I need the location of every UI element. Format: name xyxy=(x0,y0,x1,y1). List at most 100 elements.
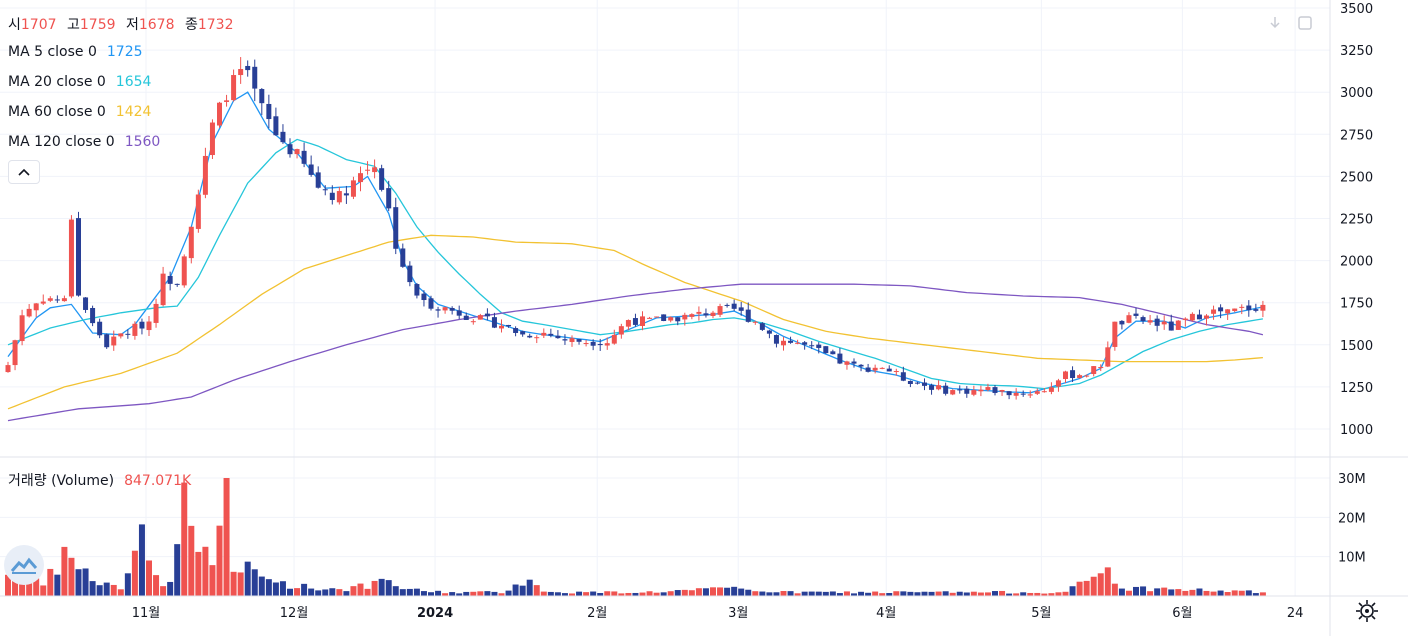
volume-bar xyxy=(406,588,413,596)
volume-bar xyxy=(829,591,836,596)
volume-bar xyxy=(1027,592,1034,596)
volume-bar xyxy=(738,588,745,596)
volume-bar xyxy=(364,588,371,596)
volume-bars xyxy=(5,478,1266,596)
candle-body xyxy=(329,192,335,200)
candle-body xyxy=(54,299,60,301)
volume-bar xyxy=(921,591,928,596)
candle-body xyxy=(632,318,638,325)
volume-bar xyxy=(625,592,632,596)
candle-body xyxy=(1070,370,1076,379)
candle-body xyxy=(527,335,533,338)
candle-body xyxy=(343,193,349,196)
ma120-legend[interactable]: MA 120 close 0 1560 xyxy=(8,134,160,150)
candle-body xyxy=(1253,309,1259,311)
price-candles xyxy=(5,57,1266,400)
candle-body xyxy=(1098,367,1104,369)
volume-bar xyxy=(272,582,279,596)
ma120-value: 1560 xyxy=(124,134,161,150)
volume-bar xyxy=(526,579,533,596)
volume-bar xyxy=(1203,590,1210,596)
volume-bar xyxy=(1118,588,1125,596)
candle-body xyxy=(301,150,307,164)
volume-bar xyxy=(265,579,272,596)
candle-body xyxy=(104,334,110,348)
volume-bar xyxy=(146,560,152,596)
candle-body xyxy=(971,390,977,395)
ma20-legend[interactable]: MA 20 close 0 1654 xyxy=(8,74,151,90)
candle-body xyxy=(1246,305,1252,311)
candle-body xyxy=(1189,313,1195,321)
gear-icon[interactable] xyxy=(1354,598,1380,624)
volume-bar xyxy=(138,524,145,596)
ma-line xyxy=(7,283,1264,422)
candle-body xyxy=(914,382,920,384)
candle-body xyxy=(992,387,998,393)
candle-body xyxy=(654,316,660,318)
volume-label: 거래량 (Volume) xyxy=(8,473,115,489)
download-button[interactable] xyxy=(1264,12,1286,34)
candle-body xyxy=(491,317,497,328)
volume-bar xyxy=(308,588,315,596)
volume-bar xyxy=(942,591,949,596)
volume-bar xyxy=(442,593,449,596)
volume-bar xyxy=(75,569,82,596)
price-tick-label: 2750 xyxy=(1340,128,1373,143)
ma120-label: MA 120 close 0 xyxy=(8,134,115,150)
volume-bar xyxy=(237,572,244,596)
candle-body xyxy=(985,387,991,390)
volume-bar xyxy=(1147,591,1154,596)
volume-bar xyxy=(287,588,293,596)
candle-body xyxy=(90,307,96,324)
volume-bar xyxy=(554,592,561,596)
candle-body xyxy=(47,298,53,301)
candle-body xyxy=(1006,391,1012,396)
candle-body xyxy=(499,325,504,329)
volume-bar xyxy=(999,590,1006,596)
candle-body xyxy=(463,315,469,320)
candle-body xyxy=(618,326,624,335)
candle-body xyxy=(717,306,723,315)
volume-bar xyxy=(258,576,265,596)
volume-bar xyxy=(583,592,590,596)
candle-body xyxy=(1027,394,1033,396)
candle-body xyxy=(809,345,815,347)
candle-body xyxy=(781,340,786,346)
candle-body xyxy=(950,390,956,395)
open-label: 시 xyxy=(8,17,21,33)
candle-body xyxy=(1105,347,1111,367)
collapse-legend-button[interactable] xyxy=(8,160,40,184)
ma5-label: MA 5 close 0 xyxy=(8,44,97,60)
volume-bar xyxy=(561,593,568,596)
ma60-legend[interactable]: MA 60 close 0 1424 xyxy=(8,104,151,120)
volume-bar xyxy=(1154,588,1161,596)
volume-bar xyxy=(731,586,738,596)
candle-body xyxy=(1055,380,1061,387)
volume-bar xyxy=(702,588,709,596)
candle-body xyxy=(1260,304,1266,311)
download-icon xyxy=(1270,17,1280,29)
volume-bar xyxy=(822,591,829,596)
candle-body xyxy=(1239,306,1245,308)
candle-body xyxy=(597,343,603,346)
candle-body xyxy=(308,164,314,175)
ma5-legend[interactable]: MA 5 close 0 1725 xyxy=(8,44,143,60)
volume-bar xyxy=(674,590,681,596)
volume-bar xyxy=(33,578,40,596)
candle-body xyxy=(322,189,328,191)
volume-bar xyxy=(865,592,872,596)
candle-body xyxy=(1112,321,1118,347)
volume-bar xyxy=(230,571,237,596)
volume-bar xyxy=(604,591,611,596)
volume-bar xyxy=(1231,590,1238,596)
volume-bar xyxy=(1055,592,1062,596)
volume-bar xyxy=(357,583,364,596)
candle-body xyxy=(788,340,794,343)
logo-icon[interactable] xyxy=(4,545,44,585)
volume-bar xyxy=(216,525,223,596)
fullscreen-button[interactable] xyxy=(1294,12,1316,34)
candle-body xyxy=(837,353,843,364)
volume-bar xyxy=(322,589,329,596)
volume-bar xyxy=(1125,590,1132,596)
